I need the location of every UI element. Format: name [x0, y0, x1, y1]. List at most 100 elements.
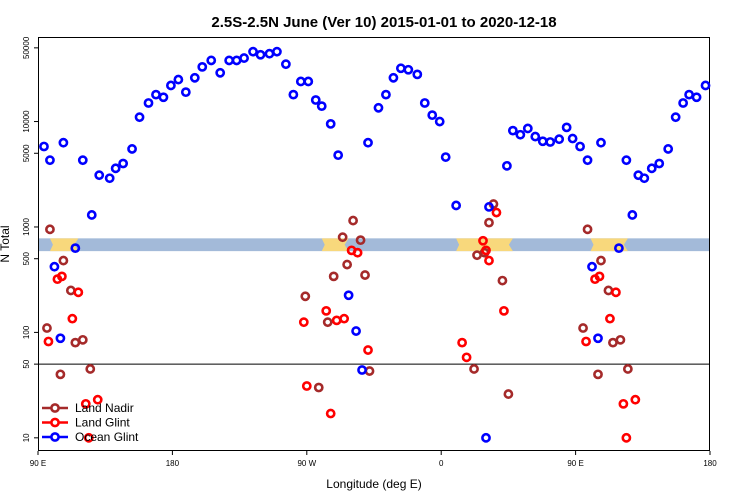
land-nadir-point	[342, 259, 353, 270]
land-segment-4	[590, 238, 628, 252]
x-axis-label: Longitude (deg E)	[326, 477, 421, 491]
x-tick-label: 90 E	[30, 459, 46, 468]
ocean-glint-point	[427, 110, 438, 121]
ocean-glint-point	[451, 200, 462, 211]
land-nadir-point	[322, 317, 333, 328]
ocean-glint-point	[502, 160, 512, 171]
ocean-glint-point	[627, 210, 638, 220]
land-glint-point	[499, 305, 509, 316]
land-nadir-point	[484, 217, 494, 228]
ocean-glint-point	[189, 72, 200, 83]
ocean-glint-point	[515, 129, 526, 140]
ocean-glint-point	[39, 141, 49, 152]
ocean-glint-point	[118, 158, 129, 169]
land-glint-point	[363, 345, 373, 355]
land-glint-point	[484, 255, 494, 266]
legend-marker-land-glint	[50, 417, 60, 428]
land-nadir-point	[58, 255, 69, 266]
land-glint-point	[92, 394, 103, 405]
land-nadir-point	[42, 323, 52, 333]
ocean-glint-point	[691, 92, 702, 103]
ocean-glint-point	[343, 290, 354, 301]
land-glint-point	[325, 408, 336, 419]
ocean-glint-point	[522, 123, 533, 134]
land-nadir-point	[497, 275, 508, 286]
ocean-glint-point	[197, 61, 208, 72]
ocean-glint-point	[481, 432, 491, 443]
x-tick-label: 90 E	[567, 459, 583, 468]
land-nadir-point	[355, 235, 366, 246]
ocean-glint-point	[248, 46, 258, 57]
ocean-glint-point	[143, 98, 154, 108]
land-glint-point	[298, 317, 309, 328]
land-glint-point	[630, 394, 641, 405]
ocean-band	[38, 238, 710, 252]
land-glint-point	[73, 287, 84, 298]
y-tick-label: 5000	[22, 144, 31, 162]
x-tick-label: 180	[166, 459, 180, 468]
ocean-glint-point	[700, 80, 711, 91]
land-nadir-point	[578, 323, 588, 333]
land-glint-point	[618, 398, 629, 409]
y-tick-label: 10	[22, 433, 31, 442]
ocean-glint-point	[381, 89, 391, 100]
ocean-glint-point	[561, 122, 572, 133]
land-glint-point	[321, 305, 332, 316]
land-nadir-point	[45, 224, 55, 235]
y-tick-label: 50000	[22, 36, 31, 59]
land-nadir-point	[328, 271, 339, 282]
ocean-glint-point	[272, 46, 282, 57]
ocean-glint-point	[434, 116, 445, 127]
ocean-glint-point	[614, 243, 624, 254]
ocean-glint-point	[173, 74, 184, 85]
ocean-glint-point	[484, 202, 494, 212]
ocean-glint-point	[49, 261, 60, 272]
ocean-glint-point	[363, 137, 373, 148]
land-glint-point	[301, 381, 312, 391]
land-glint-point	[478, 235, 488, 246]
plot-area-frame	[38, 37, 710, 451]
land-nadir-point	[360, 270, 370, 280]
y-tick-label: 10000	[22, 110, 31, 133]
ocean-glint-point	[670, 112, 681, 123]
land-nadir-point	[615, 334, 626, 345]
land-nadir-point	[85, 364, 96, 374]
legend-label-ocean-glint: Ocean Glint	[75, 430, 139, 444]
land-nadir-point	[77, 334, 88, 345]
y-tick-label: 100	[22, 325, 31, 339]
ocean-glint-point	[77, 155, 88, 166]
ocean-glint-point	[86, 210, 97, 220]
legend-label-land-nadir: Land Nadir	[75, 401, 134, 415]
x-axis: 90 E 180 90 W 0 90 E 180	[30, 451, 717, 468]
ocean-glint-point	[239, 53, 249, 63]
land-nadir-point	[503, 389, 514, 399]
land-nadir-point	[300, 291, 311, 302]
ocean-glint-point	[412, 69, 423, 80]
land-glint-point	[83, 432, 94, 443]
ocean-glint-point	[316, 101, 327, 112]
ocean-glint-point	[58, 137, 69, 148]
ocean-glint-point	[530, 131, 541, 142]
ocean-glint-point	[351, 326, 361, 336]
land-glint-point	[581, 336, 591, 347]
ocean-glint-point	[545, 137, 556, 147]
ocean-glint-point	[310, 95, 321, 105]
ocean-glint-point	[357, 365, 367, 375]
ocean-glint-point	[127, 144, 137, 154]
ocean-glint-point	[333, 150, 344, 161]
ocean-glint-point	[646, 163, 657, 174]
ocean-glint-point	[440, 152, 451, 162]
land-glint-point	[67, 313, 78, 324]
land-nadir-point	[313, 382, 324, 393]
land-nadir-point	[469, 364, 479, 374]
y-tick-label: 50	[22, 359, 31, 368]
ocean-glint-point	[403, 64, 414, 75]
land-nadir-point	[348, 215, 358, 226]
ocean-glint-point	[215, 67, 226, 78]
land-nadir-point	[55, 369, 66, 380]
ocean-glint-point	[45, 155, 55, 166]
land-glint-point	[80, 398, 91, 409]
land-glint-point	[56, 271, 67, 282]
land-glint-point	[339, 313, 350, 324]
